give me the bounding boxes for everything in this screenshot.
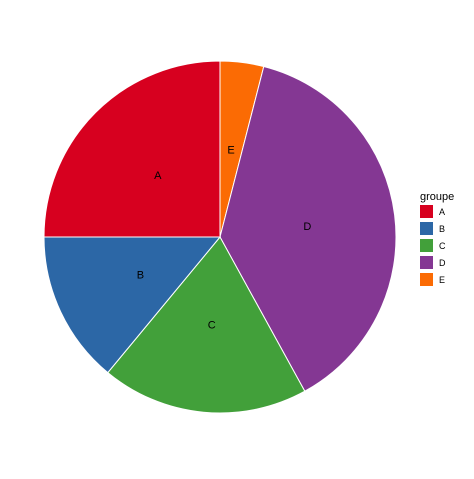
pie-slice-labels: E D C B A bbox=[137, 145, 312, 332]
pie-slice-label-c: C bbox=[208, 320, 216, 332]
pie-slice-label-b: B bbox=[137, 269, 144, 281]
pie-slice-a bbox=[43, 60, 221, 238]
legend-label-b: B bbox=[439, 224, 445, 234]
legend-key-b bbox=[420, 222, 433, 235]
legend-key-c bbox=[420, 239, 433, 252]
legend-key-e bbox=[420, 273, 433, 286]
legend-label-d: D bbox=[439, 258, 446, 268]
legend-label-a: A bbox=[439, 207, 445, 217]
pie-slice-d bbox=[219, 65, 397, 392]
pie-slice-c bbox=[107, 236, 306, 414]
pie-slices bbox=[43, 60, 397, 414]
pie-slice-b bbox=[43, 236, 222, 374]
legend-key-d bbox=[420, 256, 433, 269]
pie-slice-label-a: A bbox=[154, 170, 162, 182]
legend-label-e: E bbox=[439, 275, 445, 285]
legend-title: groupe bbox=[420, 191, 454, 203]
pie-slice-label-e: E bbox=[227, 145, 234, 157]
legend-key-a bbox=[420, 205, 433, 218]
legend-label-c: C bbox=[439, 241, 446, 251]
pie-slice-label-d: D bbox=[303, 221, 311, 233]
